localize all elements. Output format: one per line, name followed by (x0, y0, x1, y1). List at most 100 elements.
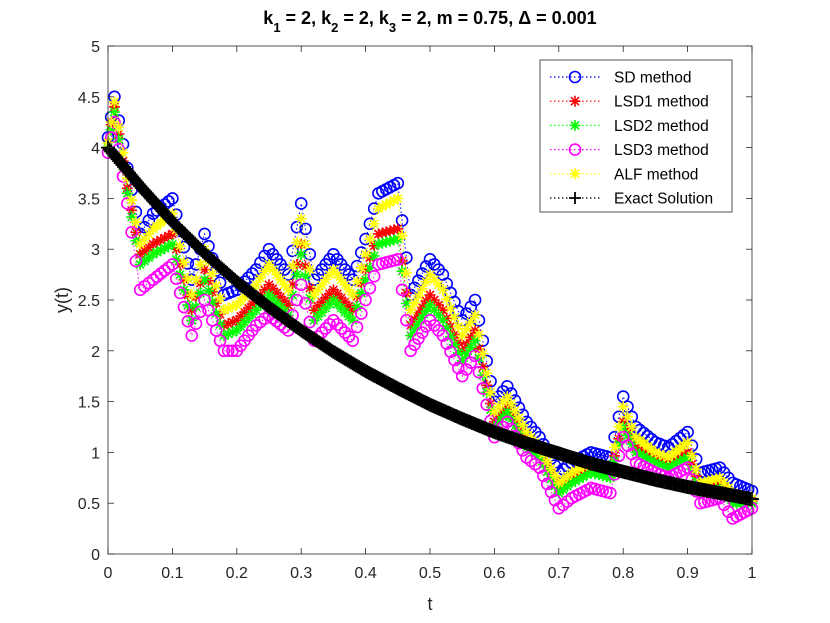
data-point (444, 345, 457, 359)
data-point (170, 253, 182, 265)
data-point (235, 320, 247, 332)
data-point (206, 268, 218, 280)
data-point (409, 313, 421, 325)
y-tick-label: 1 (91, 445, 100, 462)
legend-label: Exact Solution (614, 191, 713, 208)
data-point (540, 477, 554, 491)
data-point (658, 460, 670, 472)
data-point (190, 274, 202, 286)
data-point (437, 314, 449, 326)
data-point (420, 305, 432, 317)
data-point (267, 283, 279, 295)
data-point (113, 121, 125, 133)
data-point (441, 312, 453, 324)
data-point (621, 411, 633, 423)
y-tick-label: 3 (91, 242, 100, 259)
data-point (626, 421, 638, 433)
data-point (316, 296, 328, 308)
legend-box (539, 59, 733, 213)
data-point (573, 473, 585, 485)
data-point (593, 469, 605, 481)
data-point (182, 299, 194, 311)
data-point (440, 337, 454, 350)
y-tick-label: 2.5 (78, 293, 100, 310)
data-point (436, 329, 450, 342)
data-point (445, 331, 457, 343)
data-point (678, 454, 690, 466)
data-point (368, 250, 380, 262)
data-point (121, 197, 134, 210)
title-part: 1 (273, 20, 280, 35)
data-point (169, 272, 183, 285)
data-point (343, 300, 355, 312)
data-point (147, 238, 159, 250)
data-point (469, 335, 481, 347)
data-point (312, 300, 324, 312)
data-point (400, 297, 412, 309)
data-point (235, 295, 247, 307)
data-point (501, 391, 513, 403)
x-tick-label: 0.6 (483, 565, 505, 582)
data-point (271, 287, 283, 299)
data-point (347, 314, 359, 326)
data-point (396, 265, 408, 277)
data-point (368, 240, 380, 252)
x-tick-label: 0.7 (548, 565, 570, 582)
data-point (372, 228, 384, 240)
data-point (363, 281, 377, 295)
data-point (155, 234, 167, 246)
series-layer (101, 90, 759, 525)
data-point (609, 455, 621, 467)
data-point (541, 456, 553, 468)
data-point (142, 214, 156, 227)
data-point (682, 451, 694, 463)
data-point (396, 230, 408, 242)
data-point (159, 232, 171, 244)
data-point (493, 401, 505, 413)
data-point (299, 297, 312, 310)
series-exact-solution (101, 140, 759, 507)
data-point (246, 298, 258, 310)
legend-marker (569, 119, 581, 131)
legend-label: LSD3 method (614, 142, 709, 159)
data-point (455, 369, 469, 383)
data-point (291, 269, 303, 281)
data-point (291, 236, 303, 248)
data-point (416, 301, 428, 313)
data-point (384, 225, 396, 237)
data-point (448, 311, 460, 323)
data-point (570, 475, 582, 487)
data-point (465, 341, 477, 353)
data-point (405, 330, 417, 342)
data-point (360, 248, 372, 260)
data-point (376, 237, 388, 249)
data-point (604, 486, 617, 500)
data-point (346, 334, 360, 347)
data-point (163, 240, 175, 252)
data-point (202, 275, 214, 287)
data-point (303, 315, 317, 329)
data-point (163, 230, 175, 242)
data-point (368, 218, 380, 230)
data-point (331, 269, 343, 281)
data-point (227, 301, 239, 313)
data-point (658, 450, 670, 462)
data-point (662, 462, 674, 474)
data-point (177, 300, 191, 314)
data-point (714, 472, 726, 484)
data-point (245, 267, 259, 280)
data-point (412, 332, 425, 345)
data-point (597, 470, 609, 482)
data-point (304, 282, 316, 294)
data-point (384, 235, 396, 247)
data-point (213, 276, 227, 290)
data-point (331, 298, 343, 310)
data-point (312, 310, 324, 322)
data-point (613, 421, 625, 433)
data-point (621, 429, 633, 441)
data-point (409, 297, 421, 309)
data-point (388, 234, 400, 246)
data-point (174, 258, 186, 270)
data-point (335, 274, 347, 286)
x-tick-label: 0.1 (161, 565, 183, 582)
